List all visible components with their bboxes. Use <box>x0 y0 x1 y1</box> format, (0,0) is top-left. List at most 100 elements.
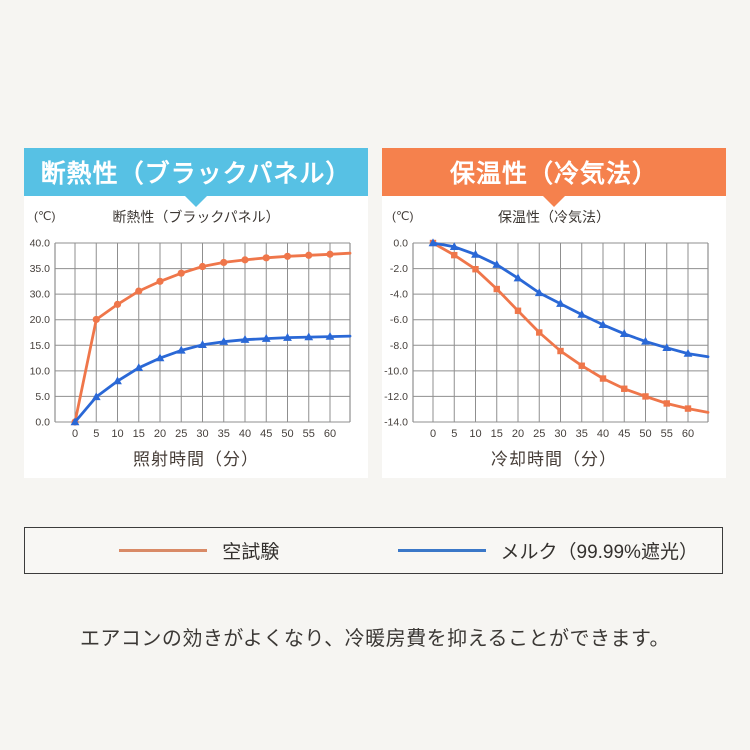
insulation-chart-card: 断熱性（ブラックパネル） (℃) 断熱性（ブラックパネル） 40.0 35.0 30… <box>24 148 368 478</box>
blank-test-line-swatch <box>119 549 208 552</box>
series-marker <box>283 333 292 341</box>
series-marker <box>135 287 143 295</box>
series-marker <box>472 266 479 273</box>
x-tick-label: 50 <box>639 428 651 440</box>
series-marker <box>599 375 607 382</box>
y-tick-label: 40.0 <box>30 238 51 250</box>
heat-retention-chart-header: (℃) 保温性（冷気法） <box>382 207 726 227</box>
heat-retention-banner-notch <box>543 196 565 207</box>
series-marker <box>155 353 165 362</box>
series-marker <box>262 254 270 262</box>
x-tick-label: 15 <box>133 428 145 440</box>
x-tick-label: 30 <box>554 428 566 440</box>
y-tick-label: -6.0 <box>390 314 408 326</box>
y-tick-label: -14.0 <box>384 417 408 429</box>
y-tick-label: 5.0 <box>35 391 50 403</box>
series-marker <box>156 277 164 285</box>
series-marker <box>219 337 229 345</box>
series-marker <box>557 347 564 355</box>
series-marker <box>91 392 101 401</box>
series-marker <box>492 260 502 268</box>
series-marker <box>177 269 185 277</box>
x-tick-label: 25 <box>533 428 545 440</box>
insulation-chart-header: (℃) 断熱性（ブラックパネル） <box>24 207 368 227</box>
series-marker <box>325 331 335 340</box>
y-tick-label: -10.0 <box>384 365 408 377</box>
heat-retention-chart-title: 保温性（冷気法） <box>498 209 610 225</box>
merc-line-swatch <box>397 549 486 552</box>
y-tick-label: 0.0 <box>393 238 408 250</box>
series-marker <box>305 251 313 259</box>
x-tick-label: 60 <box>324 428 336 440</box>
series-marker <box>198 340 207 348</box>
x-tick-label: 15 <box>491 428 503 440</box>
series-marker <box>240 335 250 343</box>
series-marker <box>513 273 523 282</box>
x-tick-label: 35 <box>576 428 588 440</box>
series-marker <box>92 315 100 324</box>
series-marker <box>493 285 500 293</box>
series-marker <box>514 307 522 314</box>
insulation-banner-label: 断熱性（ブラックパネル） <box>40 160 352 188</box>
heat-retention-banner-label: 保温性（冷気法） <box>449 160 658 188</box>
y-tick-label: 35.0 <box>30 263 51 275</box>
heat-retention-banner: 保温性（冷気法） <box>382 148 726 207</box>
series-marker <box>578 362 585 369</box>
series-line <box>431 241 710 359</box>
legend-item-blank-test: 空試験 <box>25 537 374 564</box>
series-marker <box>536 329 543 336</box>
series-marker <box>577 310 587 318</box>
x-tick-label: 0 <box>72 428 78 440</box>
legend-box: 空試験 メルク（99.99%遮光） <box>24 527 723 574</box>
x-tick-label: 5 <box>93 428 99 440</box>
x-tick-label: 0 <box>430 428 436 440</box>
series-marker <box>241 256 249 264</box>
y-tick-label: -2.0 <box>390 263 408 275</box>
series-marker <box>451 251 458 259</box>
series-marker <box>449 242 459 251</box>
series-marker <box>428 238 438 247</box>
series-line <box>431 241 710 414</box>
y-tick-label: 15.0 <box>30 340 51 352</box>
series-marker <box>220 258 228 267</box>
series-marker <box>683 348 693 357</box>
x-tick-label: 10 <box>111 428 123 440</box>
series-marker <box>326 250 334 258</box>
series-line <box>73 334 352 424</box>
series-marker <box>619 329 629 337</box>
series-marker <box>198 262 207 271</box>
blank-test-label: 空試験 <box>222 542 280 563</box>
x-tick-label: 40 <box>239 428 251 440</box>
x-tick-label: 20 <box>512 428 524 440</box>
y-tick-label: 0.0 <box>35 417 50 429</box>
x-tick-label: 40 <box>597 428 609 440</box>
series-marker <box>621 385 628 392</box>
series-marker <box>534 288 544 297</box>
series-marker <box>304 332 314 341</box>
footer-caption: エアコンの効きがよくなり、冷暖房費を抑えることができます。 <box>79 628 671 650</box>
series-marker <box>70 417 80 426</box>
series-marker <box>113 300 122 308</box>
heat-retention-chart-card: 保温性（冷気法） (℃) 保温性（冷気法） 0.0 -2.0 -4.0 -6.0 -8.… <box>382 148 726 478</box>
series-marker <box>684 405 692 412</box>
x-tick-label: 45 <box>260 428 272 440</box>
insulation-banner-notch <box>185 196 207 207</box>
insulation-y-unit-label: (℃) <box>34 209 56 223</box>
series-marker <box>261 334 271 342</box>
series-marker <box>641 336 650 345</box>
x-tick-label: 50 <box>281 428 293 440</box>
series-marker <box>662 343 672 352</box>
x-tick-label: 30 <box>196 428 208 440</box>
x-tick-label: 25 <box>175 428 187 440</box>
x-tick-label: 35 <box>218 428 230 440</box>
merc-label: メルク（99.99%遮光） <box>500 542 698 563</box>
heat-retention-y-unit-label: (℃) <box>392 209 414 223</box>
series-marker <box>471 249 480 258</box>
series-marker <box>663 400 670 407</box>
legend-item-merc: メルク（99.99%遮光） <box>374 537 723 564</box>
series-marker <box>598 320 608 329</box>
series-marker <box>113 376 122 385</box>
insulation-banner: 断熱性（ブラックパネル） <box>24 148 368 207</box>
heat-retention-line-chart: 0.0 -2.0 -4.0 -6.0 -8.0 -10.0 -12.0 -14.0 0 5 10 15… <box>382 232 726 446</box>
x-tick-label: 60 <box>682 428 694 440</box>
